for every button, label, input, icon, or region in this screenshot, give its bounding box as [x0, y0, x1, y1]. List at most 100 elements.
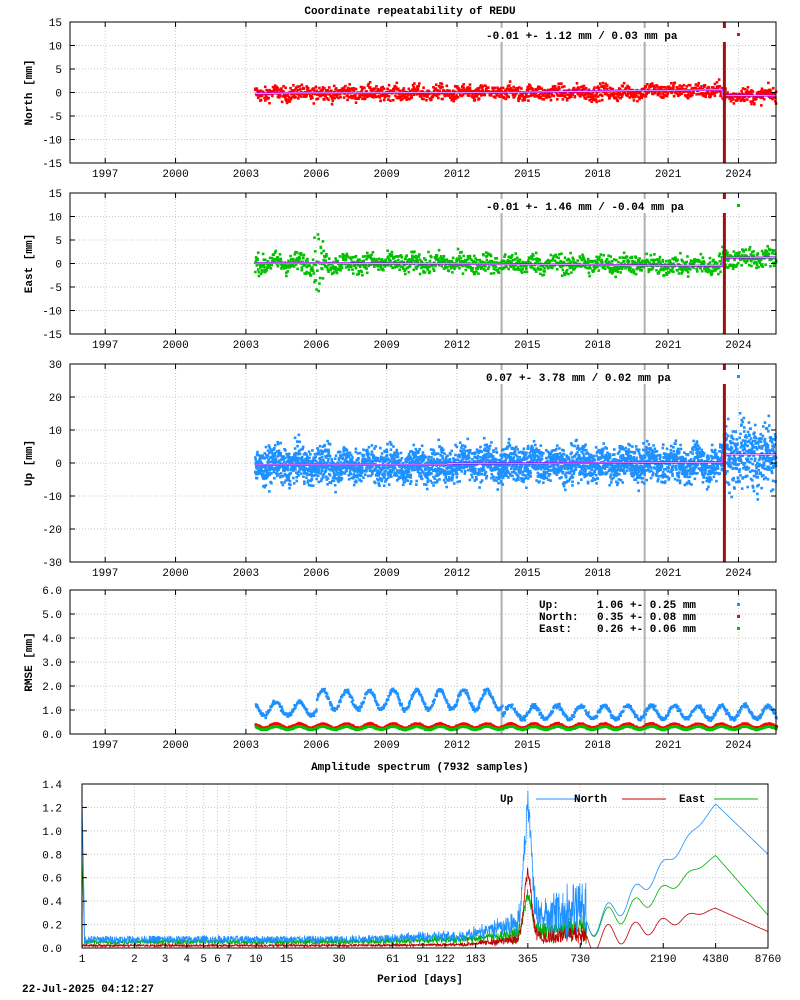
data-point	[258, 470, 262, 474]
data-point	[592, 88, 596, 91]
data-point	[279, 441, 283, 445]
data-point	[266, 468, 269, 471]
data-point	[303, 480, 306, 483]
data-point	[492, 475, 495, 479]
data-point	[494, 447, 498, 450]
data-point	[348, 256, 351, 259]
data-point	[339, 269, 342, 272]
data-point	[525, 265, 528, 268]
data-point	[646, 82, 649, 86]
data-point	[638, 90, 642, 94]
data-point	[615, 267, 619, 270]
data-point	[568, 261, 572, 265]
data-point	[467, 257, 470, 260]
data-point	[454, 97, 458, 100]
data-point	[409, 482, 412, 486]
data-point	[333, 473, 337, 477]
data-point	[408, 264, 412, 268]
data-point	[558, 94, 562, 97]
data-point	[509, 265, 513, 269]
data-point	[475, 258, 479, 262]
data-point	[361, 263, 365, 266]
data-point	[325, 97, 329, 100]
data-point	[338, 471, 342, 475]
data-point	[414, 265, 418, 269]
data-point	[303, 272, 306, 275]
data-point	[444, 457, 448, 461]
data-point	[586, 95, 589, 98]
data-point	[463, 88, 466, 91]
data-point	[559, 260, 563, 264]
data-point	[726, 266, 730, 269]
data-point	[772, 249, 776, 252]
data-point	[352, 477, 355, 480]
data-point	[479, 480, 483, 484]
data-point	[749, 90, 753, 94]
data-point	[276, 460, 280, 464]
data-point	[482, 436, 486, 440]
data-point	[311, 258, 315, 261]
data-point	[409, 480, 413, 483]
data-point	[384, 260, 388, 264]
data-point	[485, 254, 489, 258]
data-point	[714, 91, 718, 94]
data-point	[358, 451, 362, 455]
data-point	[289, 468, 293, 472]
data-point	[743, 259, 746, 263]
data-point	[446, 92, 449, 96]
data-point	[297, 460, 300, 464]
data-point	[494, 460, 497, 463]
data-point	[365, 257, 368, 261]
data-point	[357, 468, 361, 472]
y-tick-label: 5	[55, 236, 62, 248]
data-point	[698, 259, 701, 263]
data-point	[360, 471, 364, 474]
data-point	[326, 439, 329, 443]
data-point	[479, 461, 482, 464]
data-point	[270, 481, 273, 485]
data-point	[360, 459, 364, 463]
data-point	[454, 265, 458, 268]
data-point	[430, 255, 433, 259]
data-point	[556, 94, 560, 97]
data-point	[356, 273, 359, 276]
data-point	[297, 433, 301, 437]
data-point	[456, 259, 459, 262]
data-point	[406, 479, 410, 483]
data-point	[437, 90, 440, 93]
data-point	[319, 94, 323, 98]
data-point	[382, 263, 386, 267]
data-point	[472, 259, 475, 263]
data-point	[456, 85, 459, 88]
data-point	[558, 87, 561, 91]
x-tick-label: 2012	[444, 169, 470, 181]
data-point	[662, 96, 665, 99]
data-point	[750, 89, 753, 92]
data-point	[476, 266, 480, 269]
data-point	[266, 260, 270, 263]
data-point	[301, 447, 304, 451]
data-point	[338, 465, 341, 468]
data-point	[440, 264, 444, 268]
data-point	[263, 96, 266, 100]
data-point	[591, 93, 594, 97]
data-point	[568, 266, 572, 270]
data-point	[486, 445, 489, 449]
data-point	[434, 83, 438, 86]
data-point	[757, 259, 761, 262]
data-point	[266, 475, 269, 478]
data-point	[273, 476, 276, 480]
data-point	[313, 280, 316, 284]
data-point	[635, 90, 639, 94]
data-point	[743, 258, 746, 261]
data-point	[572, 260, 576, 264]
data-point	[430, 472, 433, 475]
data-point	[430, 481, 434, 485]
data-point	[276, 474, 279, 478]
data-point	[672, 262, 675, 266]
data-point	[394, 263, 397, 266]
data-point	[357, 96, 361, 100]
data-point	[650, 84, 653, 88]
data-point	[453, 84, 457, 88]
